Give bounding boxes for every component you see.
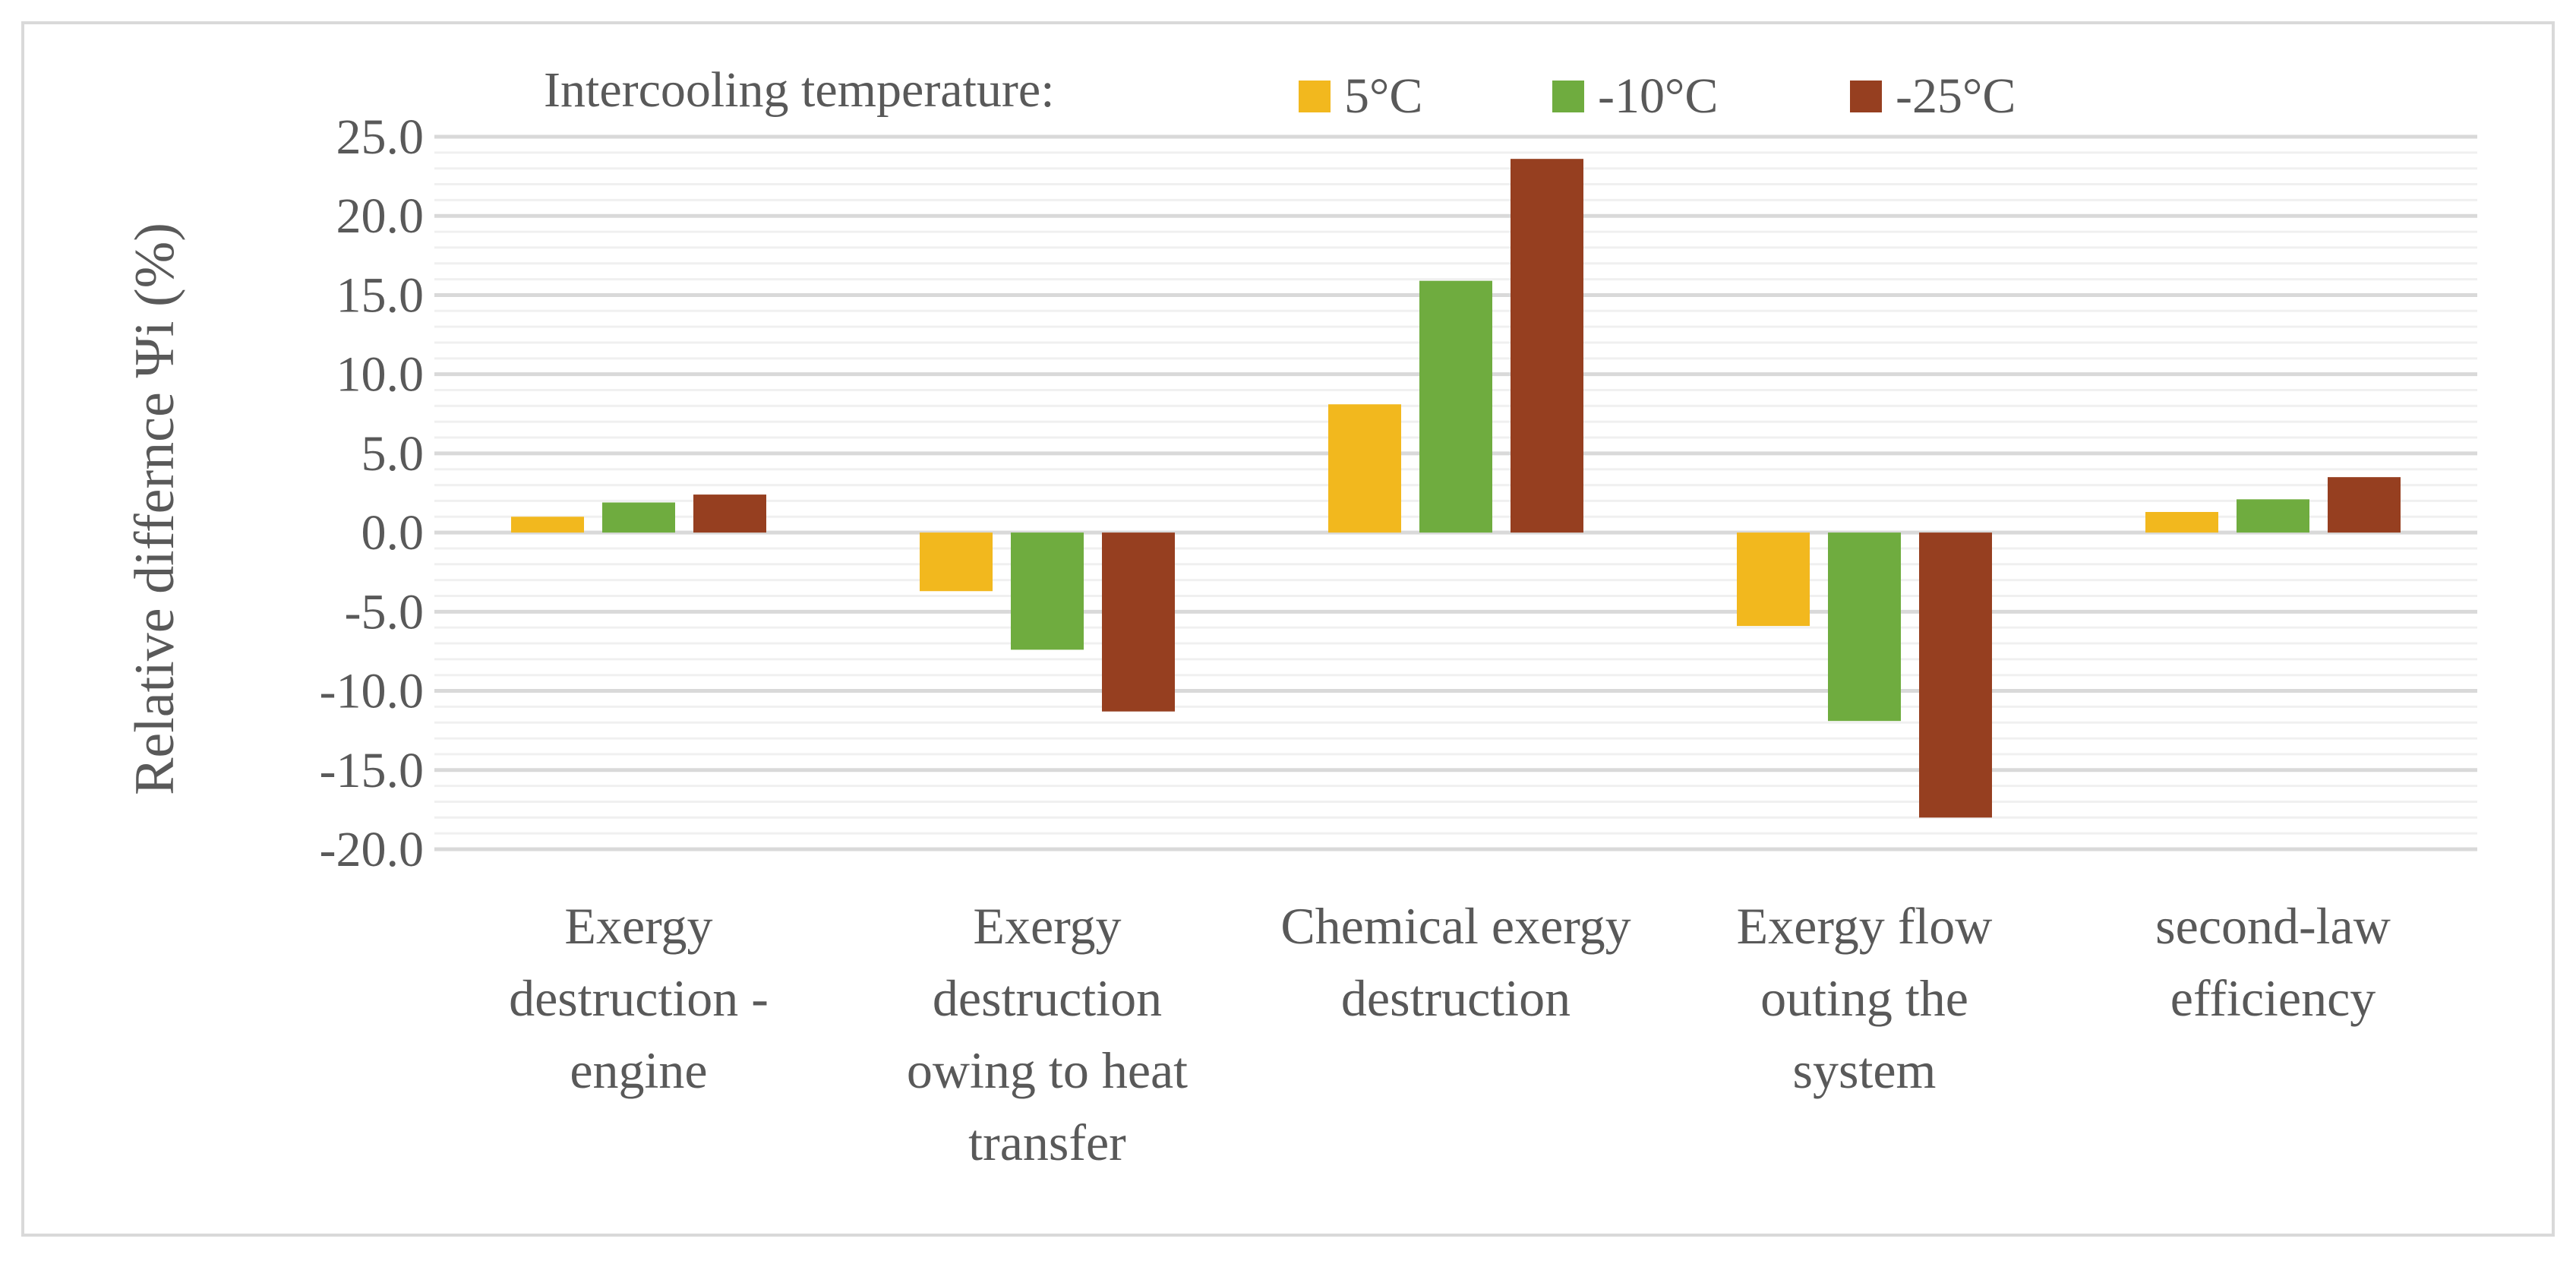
- y-tick-label: -15.0: [320, 743, 424, 798]
- bar-5C-4: [1737, 532, 1810, 627]
- bar--25C-1: [693, 494, 766, 533]
- bar-series: [511, 159, 2401, 818]
- x-category-label: Chemical exergy destruction: [1280, 897, 1631, 1027]
- y-tick-label: -10.0: [320, 664, 424, 719]
- bar--10C-1: [602, 502, 675, 533]
- y-tick-label: 5.0: [361, 426, 425, 482]
- legend-title: Intercooling temperature:: [544, 62, 1055, 118]
- y-axis-tick-labels: 25.0 20.0 15.0 10.0 5.0 0.0 -5.0 -10.0 -15.0 -20.…: [320, 109, 424, 877]
- bar-5C-3: [1328, 404, 1401, 533]
- bar--10C-5: [2237, 499, 2309, 533]
- x-category-label: Exergy flow outing the system: [1737, 897, 1993, 1099]
- bar--10C-4: [1828, 532, 1901, 722]
- bar--25C-3: [1511, 159, 1583, 533]
- bar-5C-5: [2145, 512, 2218, 533]
- x-axis-category-labels: Exergy destruction -engine Exergy destructi…: [509, 897, 2391, 1171]
- bar--10C-3: [1419, 280, 1492, 533]
- legend-swatch: [1552, 81, 1584, 112]
- chart-frame: [21, 21, 2555, 1237]
- x-category-label: Exergy destruction -engine: [509, 897, 769, 1099]
- y-tick-label: 10.0: [336, 347, 425, 403]
- x-category-label: Exergy destruction owing to heat transfer: [907, 897, 1188, 1171]
- bar--10C-2: [1011, 532, 1084, 650]
- legend: Intercooling temperature: 5°C -10°C -25°C: [544, 62, 2016, 124]
- bar--25C-4: [1919, 532, 1992, 818]
- bar--25C-2: [1102, 532, 1175, 712]
- y-axis-title: Relative differnce Ψi (%): [124, 223, 186, 795]
- legend-label: -25°C: [1896, 68, 2016, 124]
- bar-5C-2: [920, 532, 993, 592]
- bar--25C-5: [2328, 477, 2401, 533]
- y-tick-label: -20.0: [320, 822, 424, 877]
- y-tick-label: 0.0: [361, 505, 425, 561]
- y-tick-label: 20.0: [336, 188, 425, 244]
- legend-label: 5°C: [1344, 68, 1422, 124]
- legend-label: -10°C: [1598, 68, 1718, 124]
- x-category-label: second-law efficiency: [2155, 897, 2391, 1027]
- legend-swatch: [1850, 81, 1882, 112]
- y-tick-label: 15.0: [336, 267, 425, 323]
- bar-5C-1: [511, 517, 584, 533]
- legend-swatch: [1299, 81, 1331, 112]
- y-tick-label: -5.0: [345, 584, 424, 640]
- y-tick-label: 25.0: [336, 109, 425, 165]
